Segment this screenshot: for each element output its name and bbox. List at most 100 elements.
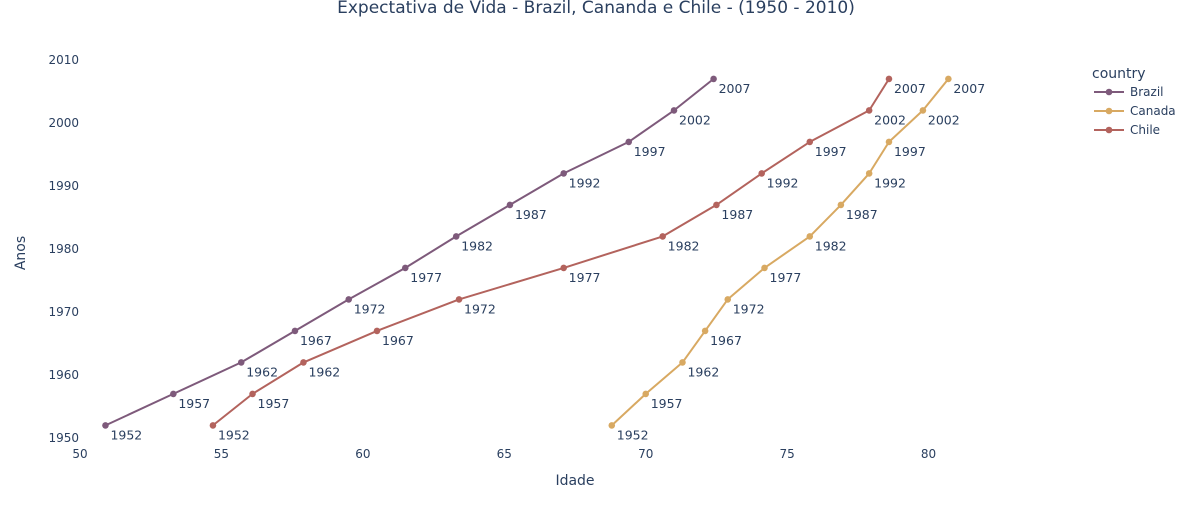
data-point[interactable] xyxy=(209,422,217,429)
data-label: 1967 xyxy=(710,333,742,348)
data-point[interactable] xyxy=(373,327,381,335)
x-axis-ticks: 50 55 60 65 70 75 80 xyxy=(72,447,936,461)
data-label: 1992 xyxy=(874,175,906,190)
data-point[interactable] xyxy=(919,107,927,114)
data-point[interactable] xyxy=(701,327,709,335)
data-label: 1982 xyxy=(815,238,847,253)
data-label: 1972 xyxy=(733,301,765,316)
data-point[interactable] xyxy=(102,422,109,429)
data-point[interactable] xyxy=(249,390,256,398)
y-tick-label: 1950 xyxy=(48,431,79,445)
data-point[interactable] xyxy=(837,201,845,209)
x-tick-label: 65 xyxy=(497,447,512,461)
y-tick-label: 1990 xyxy=(48,179,79,193)
legend-items: Brazil Canada Chile xyxy=(1094,85,1176,137)
x-tick-label: 70 xyxy=(638,447,653,461)
x-tick-label: 60 xyxy=(355,447,370,461)
y-tick-label: 1980 xyxy=(48,242,79,256)
x-tick-label: 75 xyxy=(780,447,795,461)
x-tick-label: 55 xyxy=(214,447,229,461)
data-point[interactable] xyxy=(237,359,245,366)
data-label: 1967 xyxy=(382,333,414,348)
data-label: 2002 xyxy=(874,112,906,127)
data-label: 1982 xyxy=(461,238,493,253)
data-point[interactable] xyxy=(885,75,893,83)
x-tick-label: 80 xyxy=(921,447,936,461)
y-tick-label: 1970 xyxy=(48,305,79,319)
data-point[interactable] xyxy=(710,75,717,83)
data-label: 1992 xyxy=(569,175,601,190)
data-label: 1962 xyxy=(246,364,278,379)
legend-marker xyxy=(1105,88,1113,96)
data-point[interactable] xyxy=(506,201,514,209)
data-point[interactable] xyxy=(670,107,678,114)
y-axis-ticks: 1950 1960 1970 1980 1990 2000 2010 xyxy=(48,53,79,445)
data-label: 1992 xyxy=(767,175,799,190)
data-point[interactable] xyxy=(608,422,616,429)
series-brazil: 1952 1957 1962 1967 1972 1977 1982 1987 1992 1997… xyxy=(102,75,751,442)
data-label: 1952 xyxy=(218,427,250,442)
data-label: 1977 xyxy=(410,270,442,285)
y-tick-label: 1960 xyxy=(48,368,79,382)
data-label: 1962 xyxy=(687,364,719,379)
data-point[interactable] xyxy=(560,264,567,272)
legend-marker xyxy=(1105,126,1113,134)
data-point[interactable] xyxy=(345,296,353,303)
data-label: 1957 xyxy=(651,396,683,411)
x-tick-label: 50 xyxy=(72,447,87,461)
data-label: 2007 xyxy=(719,81,751,96)
y-tick-label: 2010 xyxy=(48,53,79,67)
data-point[interactable] xyxy=(865,107,873,114)
data-point[interactable] xyxy=(170,390,177,398)
data-label: 1972 xyxy=(464,301,496,316)
data-point[interactable] xyxy=(560,170,567,177)
data-label: 1967 xyxy=(300,333,332,348)
series-canada: 1952 1957 1962 1967 1972 1977 1982 1987 1992 1997… xyxy=(608,75,985,442)
legend-item-brazil[interactable]: Brazil xyxy=(1094,85,1164,99)
data-point[interactable] xyxy=(291,327,299,335)
series-line xyxy=(212,78,890,427)
plot-area: 1952 1957 1962 1967 1972 1977 1982 1987 1992 1997… xyxy=(102,75,985,442)
legend-label: Chile xyxy=(1130,123,1160,137)
data-point[interactable] xyxy=(761,264,768,272)
series-chile: 1952 1957 1962 1967 1972 1977 1982 1987 1992 1997… xyxy=(209,75,926,442)
data-label: 1982 xyxy=(668,238,700,253)
data-point[interactable] xyxy=(300,359,307,366)
data-point[interactable] xyxy=(758,170,765,177)
legend-marker xyxy=(1105,107,1113,115)
data-label: 1952 xyxy=(110,427,142,442)
data-point[interactable] xyxy=(455,296,463,303)
data-point[interactable] xyxy=(625,138,633,146)
legend-title: country xyxy=(1092,66,1146,82)
y-axis-title: Anos xyxy=(13,236,29,270)
data-label: 2007 xyxy=(894,81,926,96)
data-point[interactable] xyxy=(659,233,666,240)
data-point[interactable] xyxy=(885,138,893,146)
data-label: 1997 xyxy=(634,144,666,159)
data-point[interactable] xyxy=(865,170,873,177)
data-point[interactable] xyxy=(945,75,952,83)
data-point[interactable] xyxy=(806,233,814,240)
data-label: 1972 xyxy=(354,301,386,316)
data-label: 1957 xyxy=(178,396,210,411)
data-point[interactable] xyxy=(724,296,732,303)
data-label: 1977 xyxy=(770,270,802,285)
legend-item-chile[interactable]: Chile xyxy=(1094,123,1160,137)
data-point[interactable] xyxy=(452,233,460,240)
legend-label: Brazil xyxy=(1130,85,1164,99)
x-axis-title: Idade xyxy=(555,473,594,489)
data-label: 2002 xyxy=(928,112,960,127)
data-point[interactable] xyxy=(806,138,814,146)
data-label: 1987 xyxy=(721,207,753,222)
legend-item-canada[interactable]: Canada xyxy=(1094,104,1176,118)
data-point[interactable] xyxy=(401,264,409,272)
data-point[interactable] xyxy=(679,359,686,366)
data-label: 1997 xyxy=(815,144,847,159)
data-point[interactable] xyxy=(713,201,720,209)
data-label: 1987 xyxy=(515,207,547,222)
data-point[interactable] xyxy=(642,390,650,398)
legend-label: Canada xyxy=(1130,104,1176,118)
series-line xyxy=(105,78,715,427)
data-label: 1977 xyxy=(569,270,601,285)
